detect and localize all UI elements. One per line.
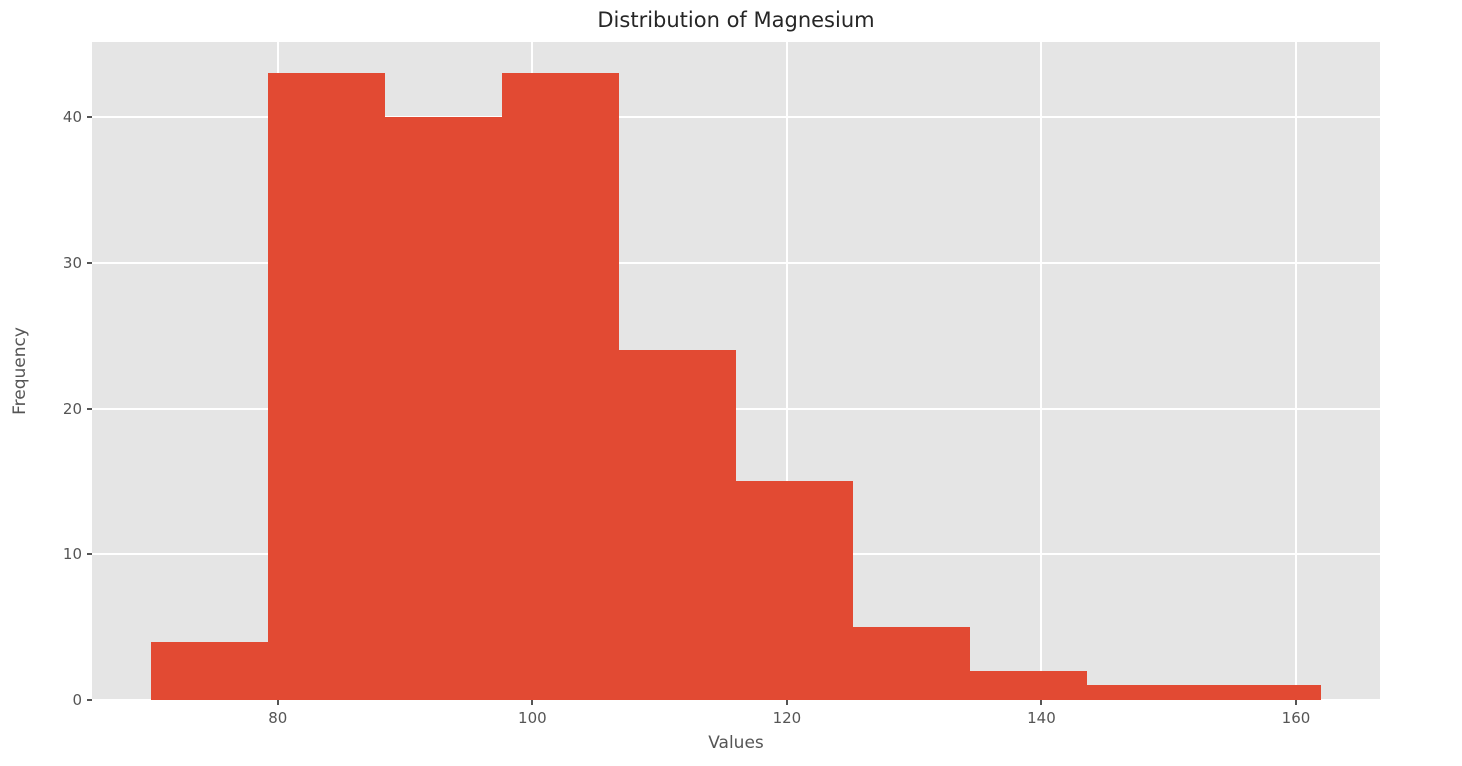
histogram-bar (384, 117, 502, 700)
histogram-bar (853, 627, 971, 700)
histogram-bar (1204, 685, 1322, 700)
gridline-horizontal (92, 116, 1380, 119)
x-tick-mark (1040, 700, 1043, 705)
y-tick-mark (87, 116, 92, 119)
x-tick-mark (785, 700, 788, 705)
y-axis-label: Frequency (10, 327, 30, 415)
x-tick-label: 80 (268, 709, 288, 727)
histogram-bar (501, 73, 619, 700)
gridline-horizontal (92, 407, 1380, 410)
y-tick-label: 30 (62, 253, 82, 272)
x-tick-label: 140 (1027, 709, 1056, 727)
x-tick-label: 160 (1281, 709, 1311, 727)
x-tick-label: 120 (772, 709, 802, 727)
y-tick-label: 40 (62, 108, 82, 127)
x-tick-mark (531, 700, 534, 705)
gridline-vertical (785, 42, 788, 700)
gridline-horizontal (92, 699, 1380, 701)
y-tick-label: 20 (62, 399, 82, 418)
plot-area (92, 42, 1380, 701)
gridline-vertical (1040, 42, 1043, 700)
y-tick-mark (87, 699, 92, 701)
histogram-bar (970, 670, 1088, 700)
histogram-bar (150, 641, 268, 700)
y-tick-label: 0 (72, 691, 82, 709)
x-axis-label: Values (708, 733, 764, 753)
x-tick-mark (1295, 700, 1297, 705)
histogram-bar (267, 73, 385, 700)
chart-title: Distribution of Magnesium (597, 8, 875, 32)
gridline-vertical (1295, 42, 1297, 700)
x-tick-mark (276, 700, 279, 705)
histogram-bar (1087, 685, 1205, 700)
y-tick-label: 10 (62, 545, 82, 564)
y-tick-mark (87, 553, 92, 556)
histogram-bar (736, 481, 854, 700)
histogram-bar (618, 350, 736, 700)
x-tick-label: 100 (518, 709, 547, 727)
y-tick-mark (87, 261, 92, 264)
gridline-horizontal (92, 261, 1380, 264)
y-tick-mark (87, 407, 92, 410)
